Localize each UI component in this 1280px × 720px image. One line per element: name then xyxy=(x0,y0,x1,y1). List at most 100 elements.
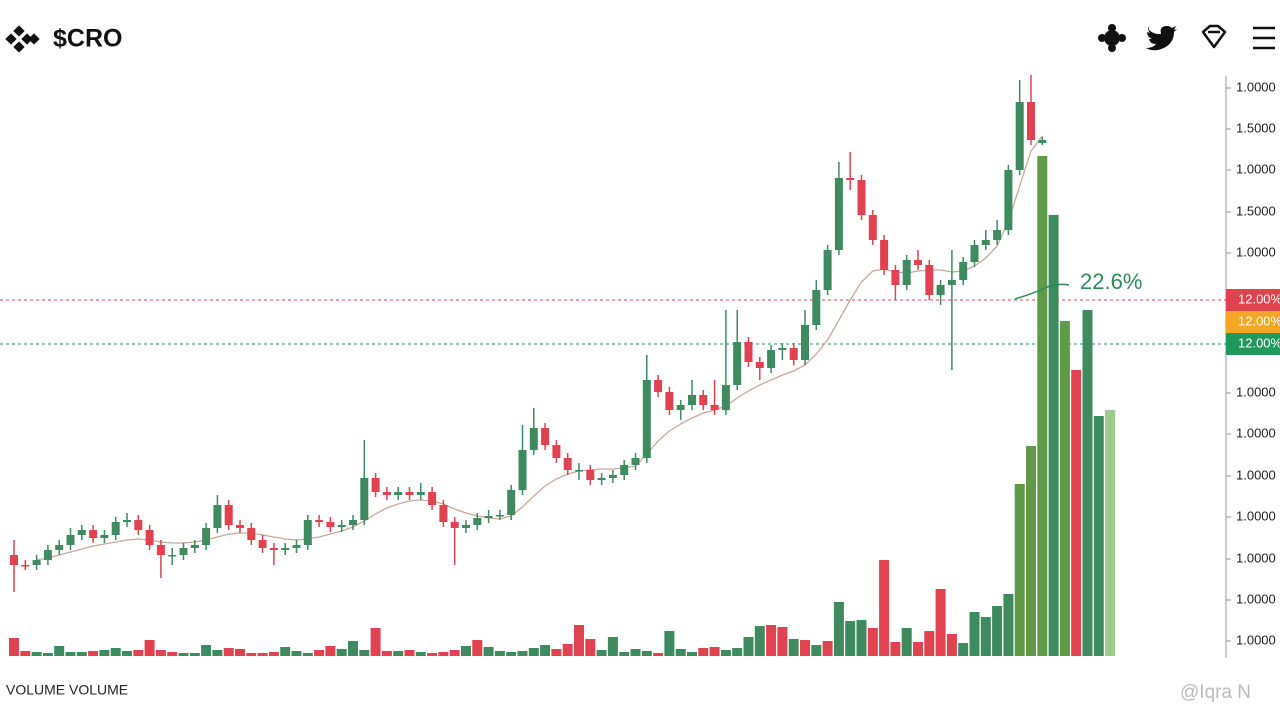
y-tick-label: 1.0000 xyxy=(1236,550,1276,565)
volume-bar xyxy=(302,653,313,656)
candle-body xyxy=(1027,102,1035,140)
volume-bar xyxy=(630,649,641,656)
candle-body xyxy=(111,522,120,535)
candle-body xyxy=(77,530,86,535)
volume-bar xyxy=(506,652,517,656)
volume-bar xyxy=(1048,215,1059,656)
volume-bar xyxy=(427,653,438,656)
candle-body xyxy=(857,180,866,215)
volume-bar xyxy=(438,652,449,656)
volume-bar xyxy=(913,642,923,656)
volume-bar xyxy=(268,652,279,656)
candle-body xyxy=(416,492,425,495)
price-tag-label: 12.00% xyxy=(1238,335,1280,350)
volume-bar xyxy=(235,649,245,656)
y-tick-label: 1.0000 xyxy=(1236,161,1276,176)
volume-bar xyxy=(167,652,178,656)
volume-bar xyxy=(562,644,573,656)
candle-body xyxy=(608,475,617,478)
candle-body xyxy=(688,395,696,405)
volume-bar xyxy=(901,628,912,656)
volume-bar xyxy=(811,645,822,656)
volume-bar xyxy=(31,652,42,656)
price-tag xyxy=(1226,333,1280,355)
volume-bar xyxy=(110,648,121,656)
volume-bar xyxy=(585,639,596,656)
candle-body xyxy=(620,465,629,475)
volume-bar xyxy=(1082,310,1093,656)
volume-bar xyxy=(1071,370,1082,656)
volume-bar xyxy=(935,589,946,656)
candle-body xyxy=(462,525,470,528)
candle-body xyxy=(281,548,290,550)
candle-body xyxy=(337,525,346,527)
y-tick-label: 1.0000 xyxy=(1236,79,1276,94)
candle-body xyxy=(778,348,787,350)
candle-body xyxy=(145,530,154,545)
candle-body xyxy=(382,492,391,495)
candle-body xyxy=(823,250,832,290)
candle-body xyxy=(190,545,199,548)
candle-body xyxy=(473,518,482,525)
y-tick-label: 1.5000 xyxy=(1236,203,1276,218)
volume-bar xyxy=(201,645,212,656)
candle-body xyxy=(891,270,900,285)
candle-body xyxy=(236,525,244,528)
annotation: 22.6% xyxy=(1080,269,1142,294)
annotation-arrow xyxy=(1014,283,1070,300)
volume-bar xyxy=(743,637,754,656)
volume-bar xyxy=(325,646,336,656)
volume-bar xyxy=(720,650,731,656)
volume-bar xyxy=(461,646,471,656)
candle-body xyxy=(43,550,52,560)
volume-bar xyxy=(664,631,675,656)
candle-body xyxy=(597,478,606,480)
volume-bar xyxy=(1037,156,1048,656)
candle-body xyxy=(631,458,640,465)
price-tag-label: 12.00% xyxy=(1238,313,1280,328)
volume-bar xyxy=(675,649,686,656)
candle-body xyxy=(439,505,448,522)
candle-body xyxy=(575,470,583,472)
y-tick-label: 1.0000 xyxy=(1236,244,1276,259)
candle-body xyxy=(541,428,550,445)
candle-body xyxy=(642,380,651,458)
volume-bar xyxy=(393,651,404,656)
y-tick-label: 1.0000 xyxy=(1236,467,1276,482)
y-tick-label: 1.0000 xyxy=(1236,384,1276,399)
volume-bar xyxy=(1093,416,1104,656)
candle-body xyxy=(168,555,177,557)
volume-bar xyxy=(946,634,957,656)
candle-body xyxy=(360,478,369,520)
logo[interactable] xyxy=(5,25,40,53)
volume-bar xyxy=(833,602,844,656)
icon-twitter[interactable] xyxy=(1146,26,1177,51)
y-tick-label: 1.0000 xyxy=(1236,508,1276,523)
volume-bar xyxy=(178,653,189,656)
volume-label: VOLUME VOLUME xyxy=(6,682,128,698)
volume-bar xyxy=(1059,321,1070,656)
volume-bar xyxy=(404,650,415,656)
candle-body xyxy=(665,392,674,410)
icon-gem[interactable] xyxy=(1201,24,1227,49)
candle-body xyxy=(518,450,527,490)
candle-body xyxy=(1015,102,1024,170)
candle-body xyxy=(202,528,211,545)
volume-bar xyxy=(88,651,99,656)
volume-bar xyxy=(381,651,392,656)
candle-body xyxy=(981,240,990,245)
y-tick-label: 1.0000 xyxy=(1236,632,1276,647)
candle-body xyxy=(32,560,41,565)
candle-body xyxy=(394,492,403,495)
icon-menu[interactable] xyxy=(1253,26,1275,50)
candle-body xyxy=(959,262,968,280)
volume-bar xyxy=(483,647,494,656)
volume-bar xyxy=(867,628,878,656)
candle-body xyxy=(868,215,877,240)
icon-plugin[interactable] xyxy=(1098,24,1126,52)
volume-bar xyxy=(698,648,709,656)
candle-body xyxy=(744,342,753,362)
volume-bar xyxy=(314,650,325,656)
candle-body xyxy=(914,260,922,265)
